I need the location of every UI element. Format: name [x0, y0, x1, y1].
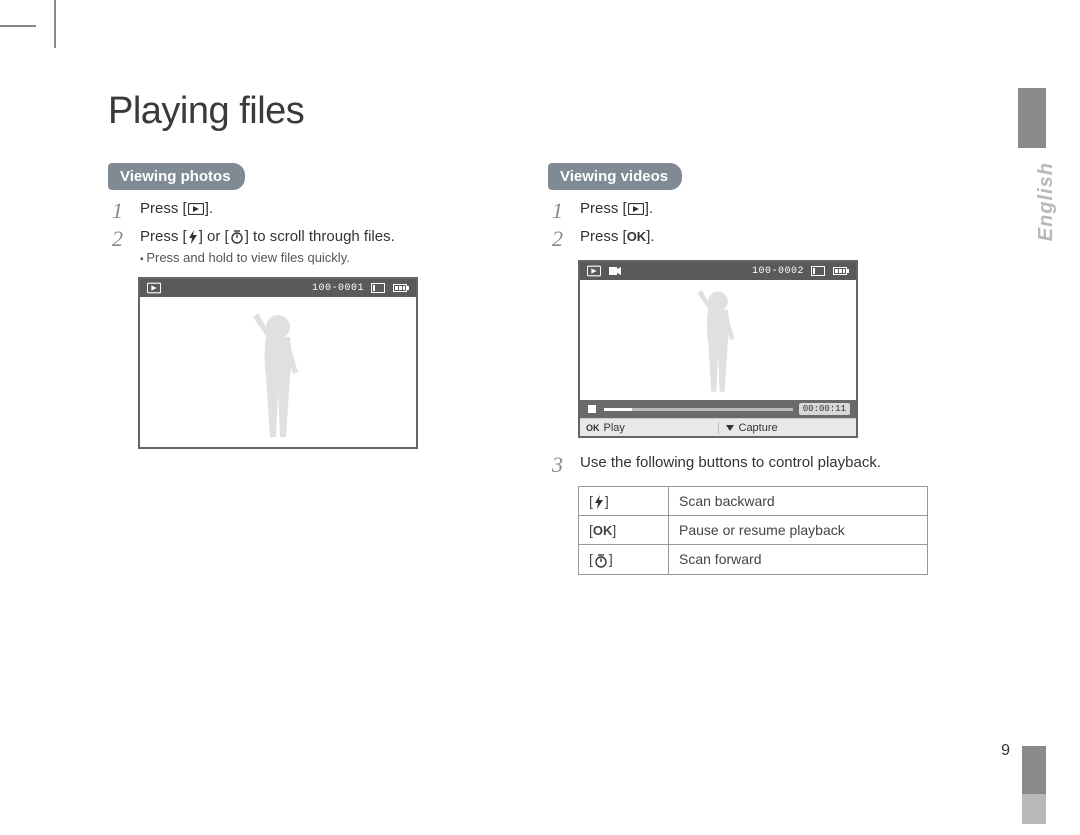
text: Press [ — [140, 228, 187, 245]
battery-icon — [833, 266, 849, 276]
playback-icon — [628, 203, 644, 215]
key-cell: [OK] — [579, 516, 669, 545]
crop-mark-horizontal — [0, 25, 36, 27]
video-lcd-mock: 100-0002 — [578, 260, 858, 438]
crop-mark-vertical — [54, 0, 56, 48]
text: Press [ — [140, 200, 187, 217]
text: ]. — [646, 228, 654, 245]
progress-track — [604, 408, 793, 411]
step-number: 1 — [552, 198, 580, 222]
video-lcd-body — [580, 280, 856, 400]
photos-step-1: 1 Press []. — [112, 198, 508, 222]
video-lcd-topbar: 100-0002 — [580, 262, 856, 280]
flash-icon — [594, 495, 604, 509]
timer-icon — [594, 554, 608, 568]
step-number: 2 — [552, 226, 580, 250]
text: ] or [ — [199, 228, 229, 245]
desc-cell: Pause or resume playback — [669, 516, 928, 545]
playback-icon — [188, 203, 204, 215]
ok-key-label: OK — [586, 423, 600, 433]
photos-step-2: 2 Press [ ] or [ ] to scroll through files… — [112, 226, 508, 267]
text: Use the following buttons to control pla… — [580, 452, 881, 473]
stop-icon — [587, 404, 597, 414]
flash-icon — [188, 230, 198, 244]
desc-cell: Scan backward — [669, 487, 928, 516]
ok-key: OK — [627, 229, 647, 244]
key-cell: [] — [579, 545, 669, 574]
video-timestamp: 00:00:11 — [799, 403, 850, 415]
capture-label: Capture — [739, 422, 778, 434]
photos-step-2-sub: Press and hold to view files quickly. — [140, 249, 395, 267]
videos-step-3: 3 Use the following buttons to control p… — [552, 452, 948, 476]
play-label: Play — [604, 422, 625, 434]
step-number: 3 — [552, 452, 580, 476]
video-progress-bar: 00:00:11 — [580, 400, 856, 418]
text: Press [ — [580, 228, 627, 245]
table-row: [] Scan backward — [579, 487, 928, 516]
photo-lcd-body — [140, 297, 416, 447]
side-thumb-tab-top — [1018, 88, 1046, 148]
text: ]. — [205, 200, 213, 217]
ok-key: OK — [593, 523, 613, 538]
progress-fill — [604, 408, 632, 411]
key-cell: [] — [579, 487, 669, 516]
table-row: [] Scan forward — [579, 545, 928, 574]
desc-cell: Scan forward — [669, 545, 928, 574]
file-counter: 100-0002 — [752, 266, 804, 277]
step-number: 1 — [112, 198, 140, 222]
memory-icon — [811, 266, 825, 276]
text: ]. — [645, 200, 653, 217]
movie-icon — [609, 266, 621, 276]
column-videos: Viewing videos 1 Press []. 2 Press [OK]. — [548, 163, 948, 575]
videos-step-1: 1 Press []. — [552, 198, 948, 222]
playback-mode-icon — [147, 282, 161, 294]
section-heading-photos: Viewing photos — [108, 163, 245, 190]
text: ] to scroll through files. — [245, 228, 395, 245]
table-row: [OK] Pause or resume playback — [579, 516, 928, 545]
playback-controls-table: [] Scan backward [OK] Pause or resume pl… — [578, 486, 928, 575]
text: Press [ — [580, 200, 627, 217]
timer-icon — [230, 230, 244, 244]
page-title: Playing files — [108, 90, 998, 133]
battery-icon — [393, 283, 409, 293]
child-silhouette — [238, 307, 318, 447]
side-thumb-tab-bottom-light — [1022, 794, 1046, 824]
down-triangle-icon — [726, 425, 734, 431]
file-counter: 100-0001 — [312, 283, 364, 294]
section-heading-videos: Viewing videos — [548, 163, 682, 190]
videos-step-2: 2 Press [OK]. — [552, 226, 948, 250]
video-lcd-bottombar: OK Play Capture — [580, 418, 856, 436]
step-number: 2 — [112, 226, 140, 250]
page-number: 9 — [1001, 742, 1010, 760]
photo-lcd-topbar: 100-0001 — [140, 279, 416, 297]
side-thumb-tab-bottom-dark — [1022, 746, 1046, 794]
column-photos: Viewing photos 1 Press []. 2 Press [ ] or… — [108, 163, 508, 575]
playback-mode-icon — [587, 265, 601, 277]
child-silhouette — [683, 285, 753, 400]
language-tab: English — [1035, 162, 1058, 241]
photo-lcd-mock: 100-0001 — [138, 277, 418, 449]
memory-icon — [371, 283, 385, 293]
